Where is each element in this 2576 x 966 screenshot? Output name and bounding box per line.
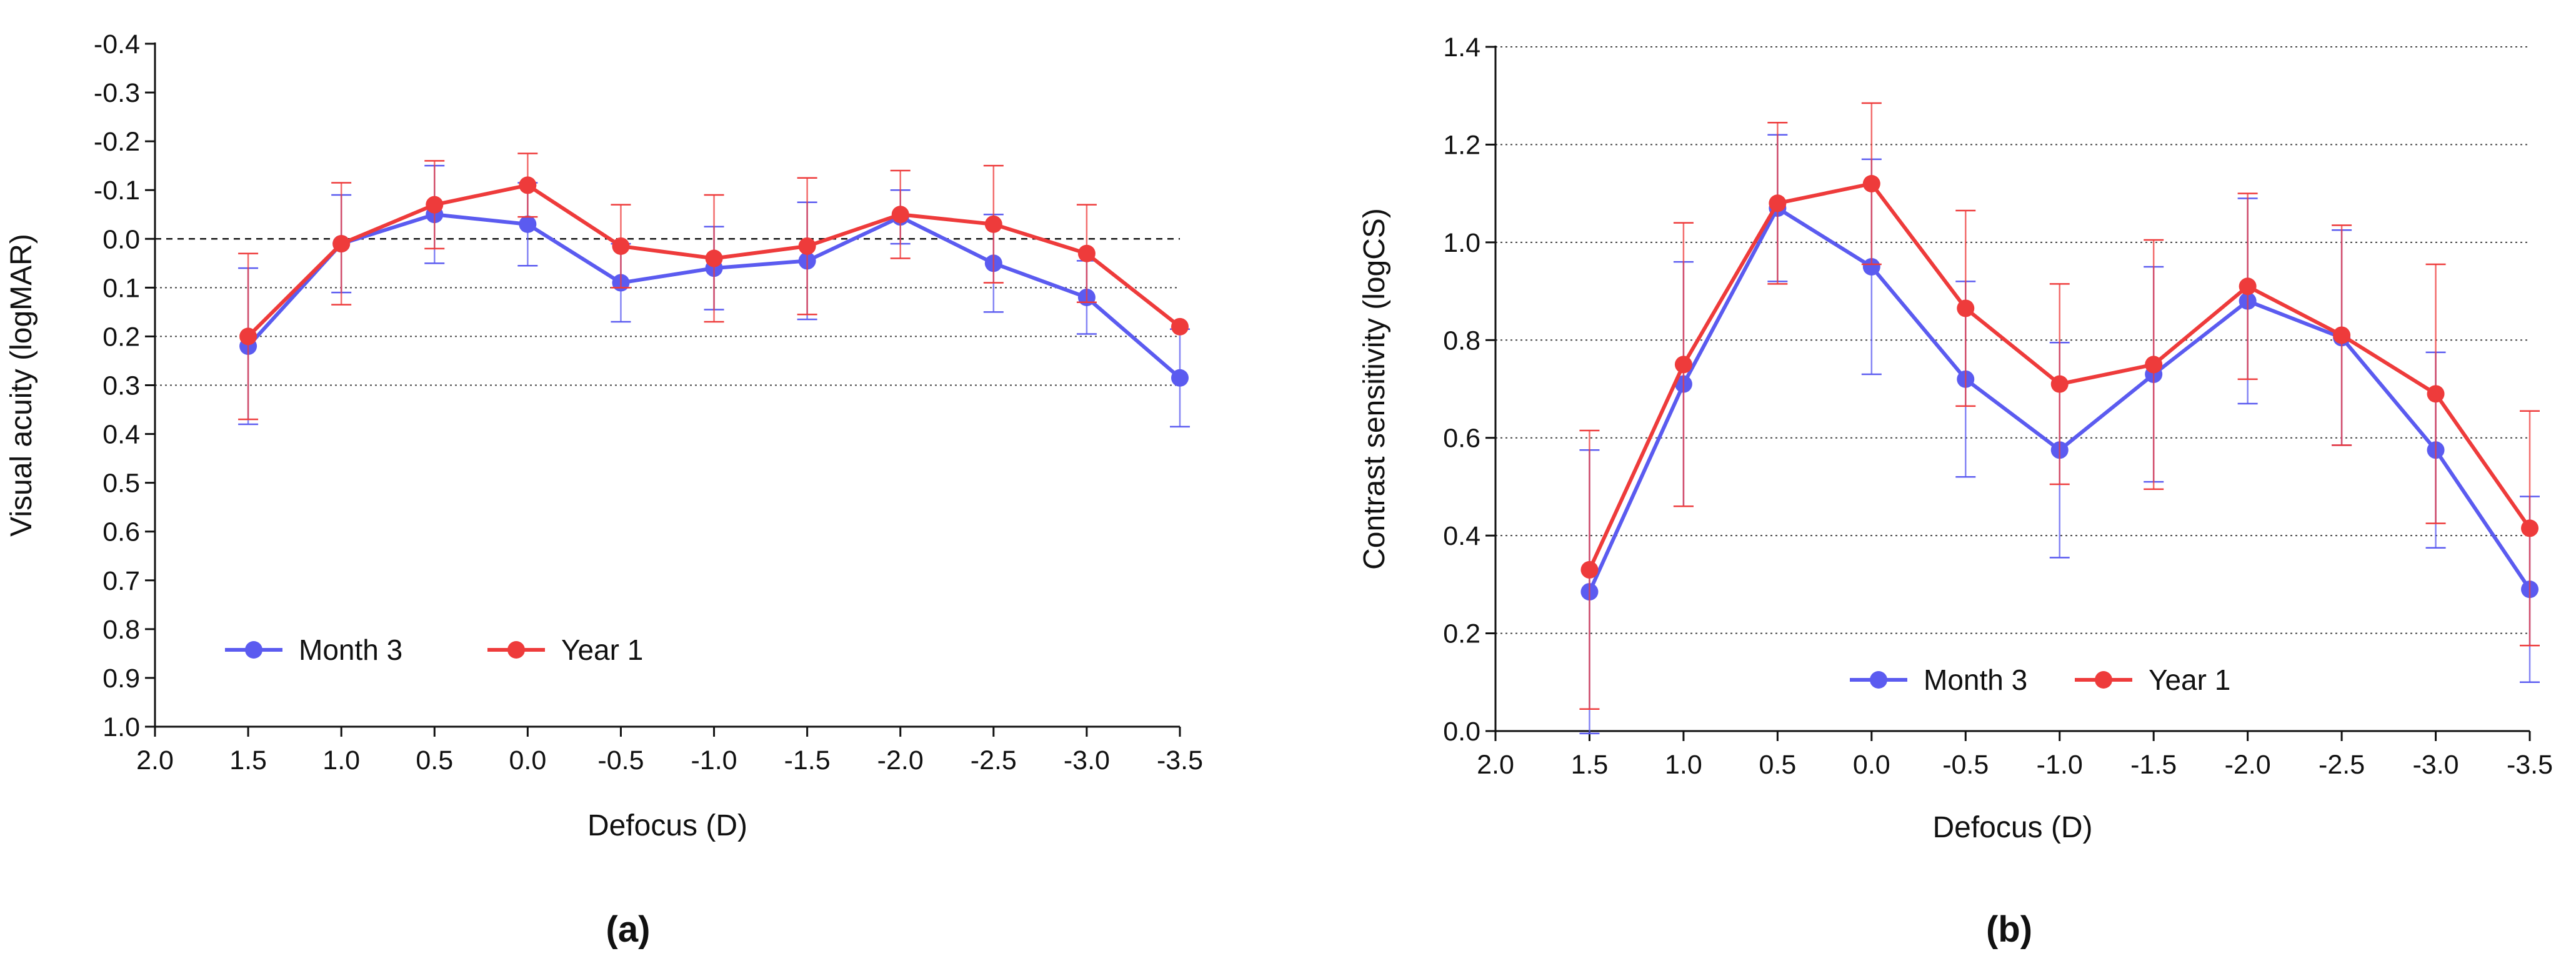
data-point bbox=[798, 237, 816, 255]
x-tick-label: -1.0 bbox=[691, 745, 737, 775]
y-tick-label: -0.2 bbox=[94, 127, 140, 157]
y-tick-label: 0.1 bbox=[102, 273, 140, 303]
x-tick-label: -1.0 bbox=[2037, 750, 2083, 780]
x-tick-label: -3.0 bbox=[1064, 745, 1110, 775]
y-tick-label: 0.2 bbox=[102, 322, 140, 352]
y-tick-label: 0.4 bbox=[102, 420, 140, 450]
legend-marker bbox=[2095, 671, 2112, 689]
x-tick-label: -2.0 bbox=[2225, 750, 2271, 780]
data-point bbox=[1674, 356, 1692, 374]
x-tick-label: 0.5 bbox=[1759, 750, 1796, 780]
x-tick-label: -0.5 bbox=[1942, 750, 1989, 780]
data-point bbox=[705, 249, 723, 267]
data-point bbox=[519, 176, 537, 194]
panel-label: (b) bbox=[1986, 909, 2032, 950]
y-tick-label: 0.5 bbox=[102, 469, 140, 499]
x-axis-title: Defocus (D) bbox=[587, 809, 747, 842]
y-tick-label: 0.0 bbox=[1443, 717, 1480, 747]
y-tick-label: 0.6 bbox=[102, 517, 140, 547]
x-tick-label: -2.5 bbox=[2319, 750, 2365, 780]
data-point bbox=[426, 196, 444, 214]
x-tick-label: -3.5 bbox=[1157, 745, 1203, 775]
y-tick-label: 0.4 bbox=[1443, 521, 1480, 551]
x-tick-label: -2.0 bbox=[877, 745, 924, 775]
data-point bbox=[1957, 299, 1975, 317]
legend-label: Month 3 bbox=[299, 634, 402, 666]
x-tick-label: 0.0 bbox=[509, 745, 546, 775]
y-tick-label: 0.8 bbox=[1443, 326, 1480, 356]
y-tick-label: 0.0 bbox=[102, 224, 140, 254]
data-point bbox=[1077, 244, 1096, 262]
panel-label: (a) bbox=[606, 909, 651, 950]
data-point bbox=[239, 327, 257, 346]
x-tick-label: -2.5 bbox=[971, 745, 1017, 775]
x-tick-label: 1.5 bbox=[1571, 750, 1609, 780]
x-tick-label: 1.0 bbox=[1665, 750, 1702, 780]
y-tick-label: 0.8 bbox=[102, 615, 140, 645]
legend-label: Year 1 bbox=[561, 634, 643, 666]
y-tick-label: 0.3 bbox=[102, 371, 140, 401]
x-tick-label: -3.0 bbox=[2412, 750, 2459, 780]
x-tick-label: -0.5 bbox=[597, 745, 644, 775]
data-point bbox=[1171, 317, 1189, 336]
legend-label: Month 3 bbox=[1924, 664, 2027, 696]
x-tick-label: -1.5 bbox=[2130, 750, 2177, 780]
x-tick-label: 2.0 bbox=[1477, 750, 1514, 780]
x-tick-label: 0.0 bbox=[1853, 750, 1890, 780]
y-tick-label: 0.9 bbox=[102, 664, 140, 694]
x-tick-label: -1.5 bbox=[784, 745, 831, 775]
y-tick-label: 0.7 bbox=[102, 566, 140, 596]
legend-item-month-3: Month 3 bbox=[225, 634, 402, 666]
data-point bbox=[2333, 326, 2351, 344]
data-point bbox=[1171, 369, 1189, 387]
y-tick-label: 1.2 bbox=[1443, 130, 1480, 160]
data-point bbox=[2050, 375, 2069, 393]
data-point bbox=[2239, 277, 2257, 296]
legend-marker bbox=[1870, 671, 1887, 689]
x-tick-label: 2.0 bbox=[136, 745, 174, 775]
x-tick-label: 1.5 bbox=[229, 745, 267, 775]
legend-item-year-1: Year 1 bbox=[487, 634, 643, 666]
data-point bbox=[612, 237, 630, 255]
series-year-1 bbox=[1579, 102, 2540, 710]
data-point bbox=[519, 215, 537, 233]
y-tick-label: -0.3 bbox=[94, 78, 140, 108]
data-point bbox=[1862, 257, 1880, 276]
data-point bbox=[2427, 385, 2445, 403]
series-year-1 bbox=[238, 152, 1189, 421]
data-point bbox=[332, 235, 351, 253]
y-tick-label: 1.0 bbox=[1443, 228, 1480, 258]
legend-item-month-3: Month 3 bbox=[1850, 664, 2027, 696]
data-point bbox=[984, 215, 1002, 233]
y-tick-label: 1.0 bbox=[102, 712, 140, 742]
y-tick-label: 1.4 bbox=[1443, 32, 1480, 62]
data-point bbox=[2145, 356, 2163, 374]
x-tick-label: 1.0 bbox=[322, 745, 360, 775]
legend-marker bbox=[507, 641, 525, 659]
data-point bbox=[2521, 519, 2539, 537]
y-axis-title: Contrast sensitivity (logCS) bbox=[1358, 208, 1391, 570]
x-tick-label: -3.5 bbox=[2507, 750, 2553, 780]
y-tick-label: 0.2 bbox=[1443, 619, 1480, 649]
x-tick-label: 0.5 bbox=[416, 745, 453, 775]
y-tick-label: 0.6 bbox=[1443, 424, 1480, 454]
legend-marker bbox=[245, 641, 262, 659]
chart-a: -0.4 -0.3 -0.2 -0.1 0.0 0.1 0.2 0.3 0.4 0.5 0.6 0.7… bbox=[5, 29, 1203, 950]
data-point bbox=[1580, 560, 1599, 579]
x-axis-title: Defocus (D) bbox=[1932, 811, 2092, 844]
y-tick-label: -0.4 bbox=[94, 29, 140, 59]
y-axis-title: Visual acuity (logMAR) bbox=[5, 234, 38, 537]
data-point bbox=[891, 206, 909, 224]
legend-item-year-1: Year 1 bbox=[2075, 664, 2230, 696]
y-tick-label: -0.1 bbox=[94, 176, 140, 206]
data-point bbox=[1862, 175, 1880, 192]
legend-label: Year 1 bbox=[2149, 664, 2230, 696]
chart-b: 0.0 0.2 0.4 0.6 0.8 1.0 1.2 1.4 2.0 1.5 1.0 0.5 0.0 -… bbox=[1358, 32, 2553, 950]
data-point bbox=[1769, 194, 1787, 212]
